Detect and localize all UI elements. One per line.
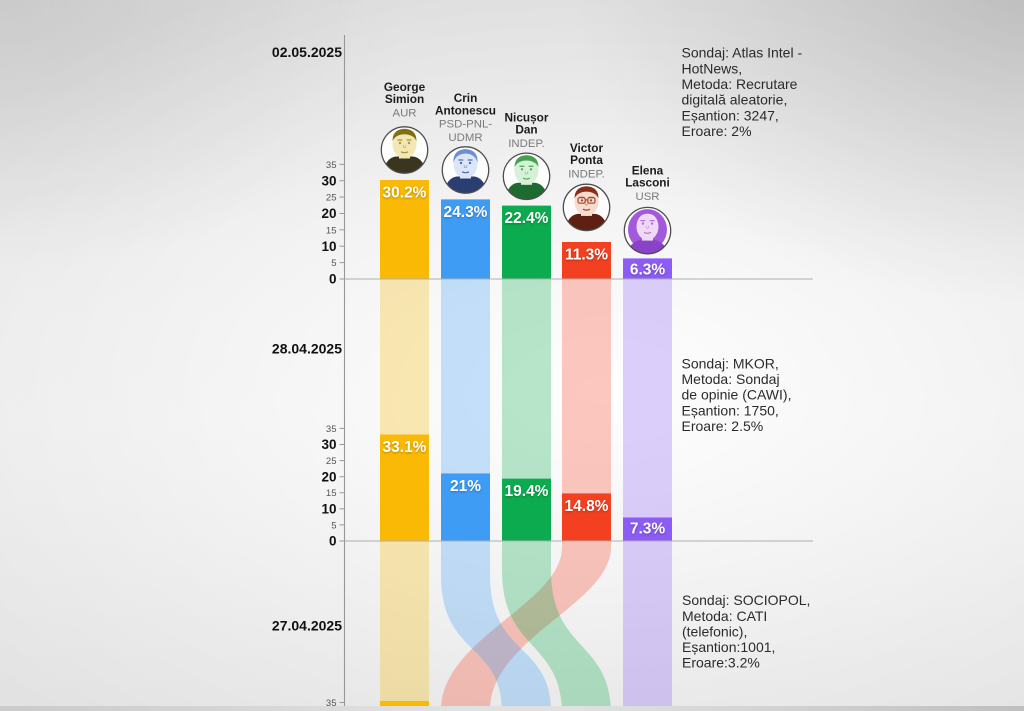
svg-text:28.04.2025: 28.04.2025 [272,340,342,356]
svg-text:USR: USR [635,191,659,203]
svg-text:02.05.2025: 02.05.2025 [272,44,342,60]
svg-text:Eșantion: 3247,: Eșantion: 3247, [682,107,779,123]
svg-text:20: 20 [321,206,336,221]
svg-text:25: 25 [326,193,337,204]
svg-text:Sondaj: Atlas Intel -: Sondaj: Atlas Intel - [682,45,803,61]
svg-text:Sondaj: SOCIOPOL,: Sondaj: SOCIOPOL, [682,592,810,608]
svg-text:10: 10 [321,502,336,517]
svg-text:30.2%: 30.2% [383,185,427,202]
svg-text:24.3%: 24.3% [444,204,488,221]
svg-text:14.8%: 14.8% [565,498,609,515]
svg-text:15: 15 [326,225,337,236]
svg-text:19.4%: 19.4% [505,483,549,500]
svg-text:21%: 21% [450,478,481,495]
svg-text:INDEP.: INDEP. [508,138,545,150]
svg-text:digitală aleatorie,: digitală aleatorie, [682,92,788,108]
svg-text:Metoda: Recrutare: Metoda: Recrutare [682,76,798,92]
svg-text:HotNews,: HotNews, [682,60,743,76]
svg-text:Metoda: CATI: Metoda: CATI [682,608,767,624]
svg-text:Metoda: Sondaj: Metoda: Sondaj [682,371,780,387]
svg-text:Nicușor: Nicușor [505,111,549,125]
svg-text:INDEP.: INDEP. [568,168,605,180]
svg-text:22.4%: 22.4% [505,210,549,227]
svg-text:30: 30 [321,437,336,452]
svg-text:Lasconi: Lasconi [625,176,670,190]
svg-text:Sondaj: MKOR,: Sondaj: MKOR, [682,355,779,371]
svg-text:10: 10 [321,239,336,254]
svg-text:Eroare:3.2%: Eroare:3.2% [682,655,760,671]
svg-text:20: 20 [321,469,336,484]
svg-text:Eșantion: 1750,: Eșantion: 1750, [682,402,779,418]
svg-text:27.04.2025: 27.04.2025 [272,617,342,633]
svg-text:35: 35 [326,424,337,435]
svg-text:Ponta: Ponta [570,153,603,167]
svg-text:Elena: Elena [632,164,664,178]
svg-text:33.1%: 33.1% [383,439,427,456]
svg-text:(telefonic),: (telefonic), [682,623,747,639]
svg-text:5: 5 [331,258,336,269]
svg-text:UDMR: UDMR [448,132,482,144]
svg-text:6.3%: 6.3% [630,261,666,278]
svg-text:11.3%: 11.3% [565,247,608,264]
svg-text:de opinie (CAWI),: de opinie (CAWI), [682,387,792,403]
svg-text:Crin: Crin [454,91,478,105]
svg-text:Eroare: 2.5%: Eroare: 2.5% [682,418,764,434]
svg-text:5: 5 [331,520,336,531]
svg-text:Eroare: 2%: Eroare: 2% [682,123,752,139]
svg-text:Antonescu: Antonescu [435,103,496,117]
svg-text:30: 30 [321,173,336,188]
svg-text:Dan: Dan [515,123,537,137]
svg-text:7.3%: 7.3% [630,521,666,538]
svg-text:25: 25 [326,456,337,467]
svg-text:35: 35 [326,160,337,171]
svg-text:0: 0 [329,534,337,549]
svg-text:35: 35 [326,698,337,706]
svg-text:Simion: Simion [385,92,424,106]
svg-text:15: 15 [326,488,337,499]
svg-text:PSD-PNL-: PSD-PNL- [439,119,492,131]
svg-text:George: George [384,80,426,94]
svg-text:Victor: Victor [570,141,604,155]
svg-text:AUR: AUR [392,107,416,119]
svg-text:Eșantion:1001,: Eșantion:1001, [682,639,775,655]
svg-text:0: 0 [329,272,337,287]
